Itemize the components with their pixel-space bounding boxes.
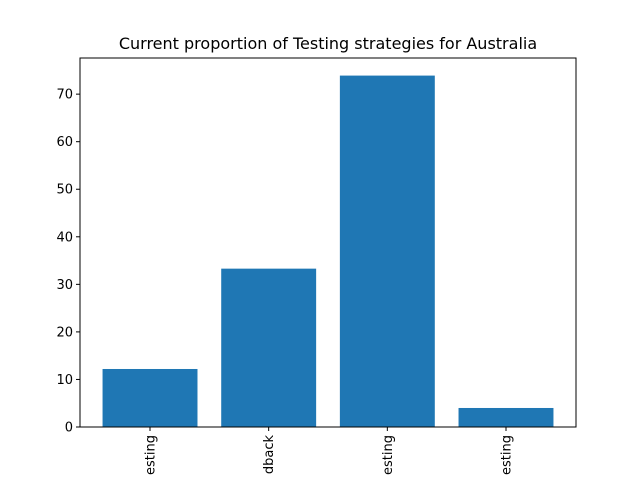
y-tick-label-1: 10: [56, 373, 73, 388]
bar-2: [339, 75, 435, 427]
y-tick-label-0: 0: [65, 421, 73, 436]
y-tick-label-7: 70: [56, 88, 73, 103]
y-axis: 0 10 20 30 40 50 60 70: [56, 88, 80, 436]
y-tick-label-6: 60: [56, 135, 73, 150]
x-tick-label-1: dback: [262, 435, 277, 475]
bars-group: [102, 75, 554, 427]
x-tick-label-3: esting: [499, 435, 514, 475]
x-tick-label-0: esting: [144, 435, 159, 475]
y-tick-label-5: 50: [56, 183, 73, 198]
y-tick-label-4: 40: [56, 230, 73, 245]
chart-title: Current proportion of Testing strategies…: [119, 34, 537, 53]
bar-0: [102, 368, 198, 427]
plot-frame: [79, 57, 577, 428]
y-tick-label-3: 30: [56, 278, 73, 293]
y-tick-label-2: 20: [56, 325, 73, 340]
x-axis: esting dback esting esting: [144, 427, 514, 475]
bar-3: [458, 407, 554, 427]
x-tick-label-2: esting: [381, 435, 396, 475]
bar-1: [221, 268, 317, 427]
